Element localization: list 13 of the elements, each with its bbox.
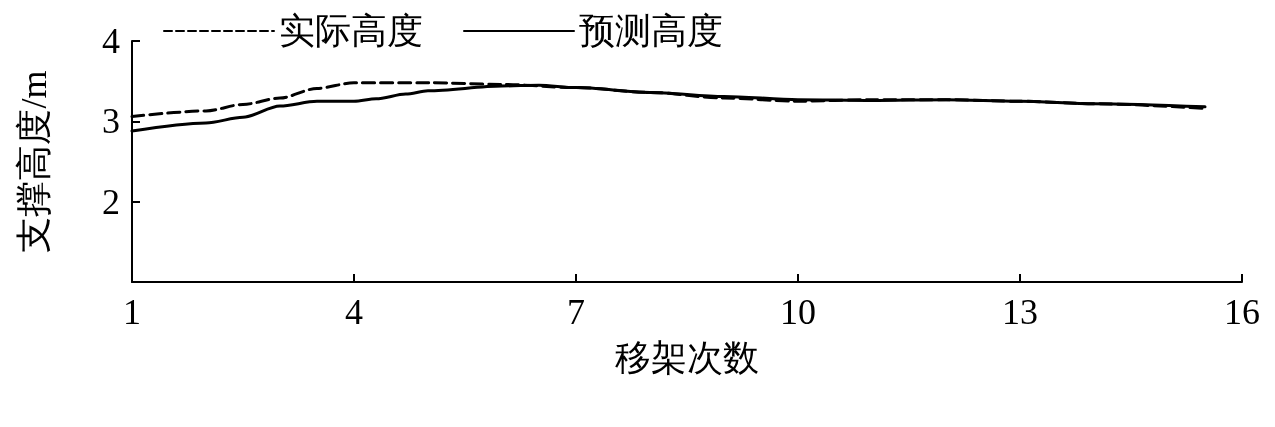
x-tick-label: 4 xyxy=(345,292,363,332)
x-tick-label: 10 xyxy=(780,292,816,332)
y-tick-label: 3 xyxy=(102,101,120,142)
y-tick-label: 4 xyxy=(102,21,120,61)
legend-label: 预测高度 xyxy=(579,11,723,51)
x-tick-label: 7 xyxy=(567,292,585,332)
x-tick-label: 1 xyxy=(123,292,141,332)
x-tick-label: 16 xyxy=(1224,292,1260,332)
x-tick-label: 13 xyxy=(1002,292,1038,332)
y-tick-label: 2 xyxy=(102,181,120,222)
legend-label: 实际高度 xyxy=(279,11,423,51)
y-axis-title: 支撑高度/m xyxy=(14,70,54,253)
x-axis-title: 移架次数 xyxy=(615,338,759,378)
